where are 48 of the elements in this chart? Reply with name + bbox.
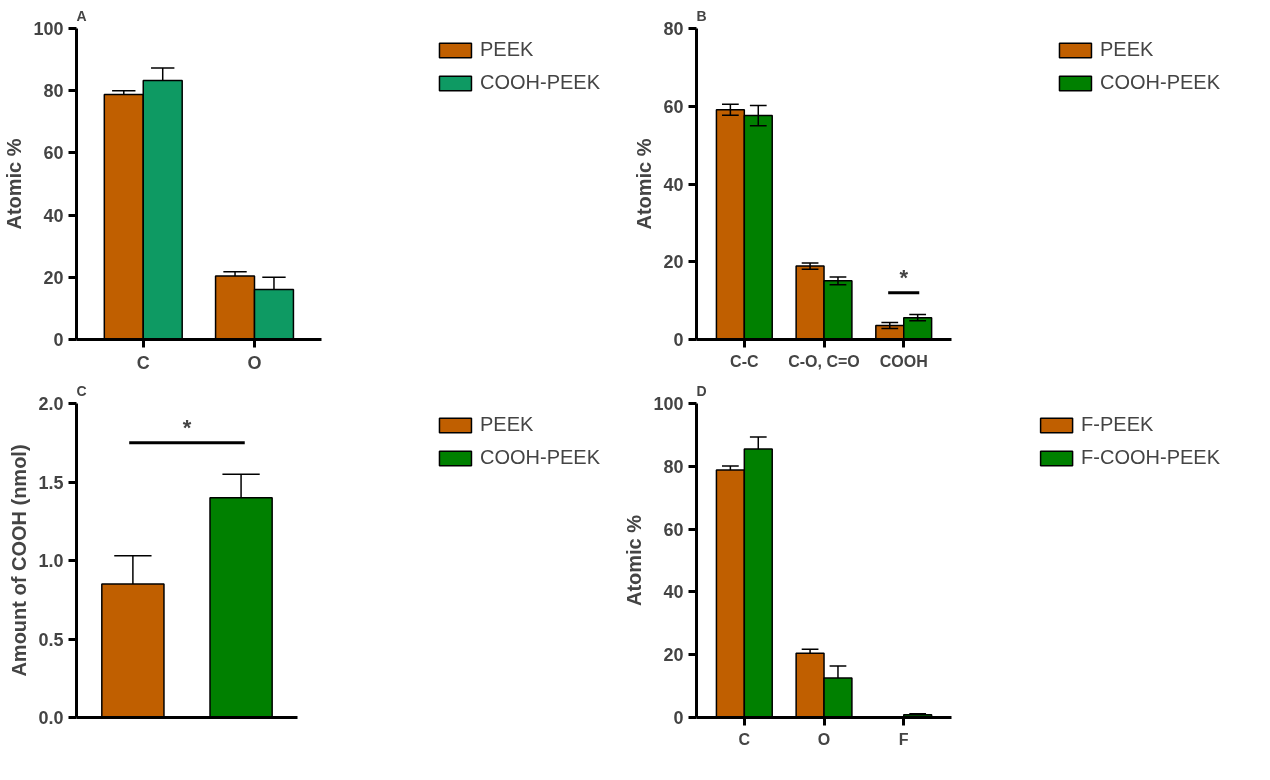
y-tick-label: 60 <box>663 519 684 540</box>
y-tick-label: 100 <box>653 394 684 414</box>
y-tick-label: 0 <box>53 330 64 350</box>
y-tick-label: 80 <box>663 19 684 39</box>
x-tick-label: C <box>136 352 150 373</box>
legend-label: COOH-PEEK <box>1099 71 1220 94</box>
legend-label: PEEK <box>1099 38 1154 61</box>
chart-title: B <box>696 7 707 24</box>
x-tick-label: C <box>738 730 751 748</box>
y-axis-title: Atomic % <box>623 514 646 607</box>
y-tick-label: 0 <box>673 330 684 350</box>
x-tick-label: COOH <box>879 352 928 370</box>
y-tick-label: 1.0 <box>38 551 64 571</box>
x-tick-label: O <box>817 730 831 748</box>
x-tick-label: C-C <box>730 352 759 370</box>
y-tick-label: 0 <box>673 708 684 728</box>
legend-label: PEEK <box>479 38 534 61</box>
y-tick-label: 60 <box>663 96 684 117</box>
y-tick-label: 20 <box>663 252 684 273</box>
chart-title: A <box>76 7 87 24</box>
y-tick-label: 40 <box>663 174 684 195</box>
chart-title: D <box>696 382 707 399</box>
y-tick-label: 80 <box>663 456 684 477</box>
y-tick-label: 20 <box>663 645 684 666</box>
legend-label: F-PEEK <box>1081 413 1154 436</box>
y-tick-label: 60 <box>43 143 64 164</box>
chart-title: C <box>76 382 87 399</box>
y-tick-label: 0.0 <box>38 708 64 728</box>
legend-label: PEEK <box>479 413 534 436</box>
y-tick-label: 80 <box>43 81 64 102</box>
y-tick-label: 0.5 <box>38 629 64 650</box>
y-tick-label: 100 <box>33 19 64 39</box>
y-tick-label: 20 <box>43 267 64 288</box>
legend-label: F-COOH-PEEK <box>1081 446 1220 469</box>
y-tick-label: 40 <box>663 582 684 603</box>
x-tick-label: C-O, C=O <box>788 352 860 370</box>
legend-label: COOH-PEEK <box>479 446 600 469</box>
y-tick-label: 2.0 <box>38 394 64 414</box>
annotation: * <box>182 414 192 440</box>
y-tick-label: 1.5 <box>38 472 64 493</box>
x-tick-label: O <box>247 352 262 373</box>
y-axis-title: Amount of COOH (nmol) <box>8 444 31 677</box>
legend-label: COOH-PEEK <box>479 71 600 94</box>
y-tick-label: 40 <box>43 205 64 226</box>
y-axis-title: Atomic % <box>633 138 656 230</box>
y-axis-title: Atomic % <box>3 138 26 230</box>
x-tick-label: F <box>898 730 909 748</box>
annotation: * <box>899 264 909 290</box>
